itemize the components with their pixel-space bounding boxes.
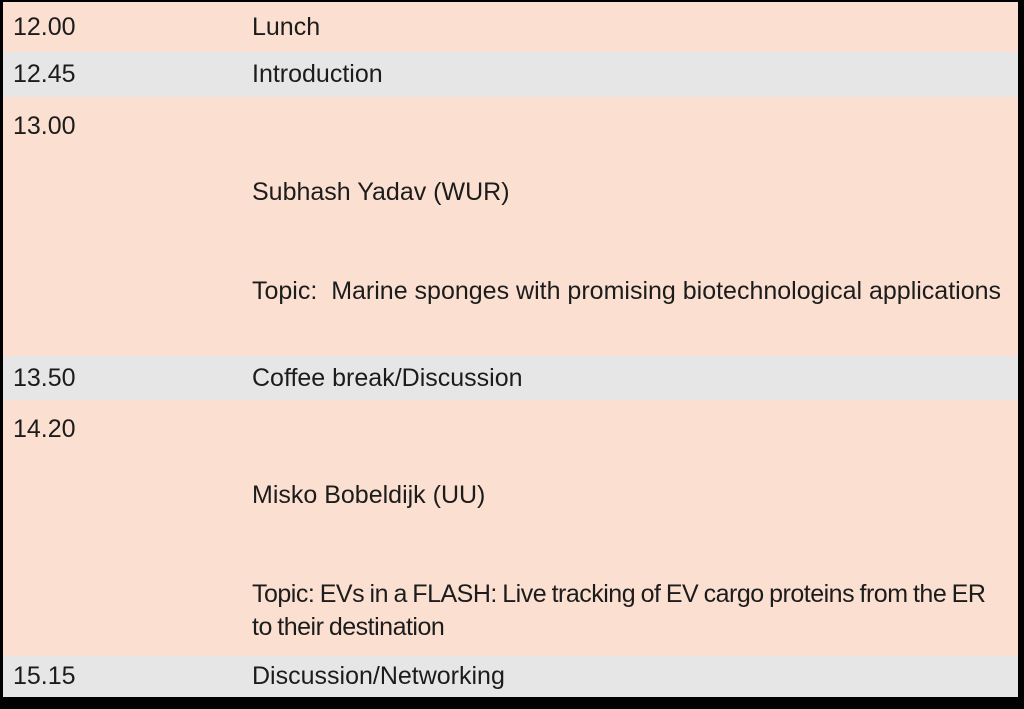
time-cell: 12.45: [13, 60, 76, 88]
topic-line: Topic: EVs in a FLASH: Live tracking of …: [252, 580, 991, 641]
schedule-row-lunch: 12.00 Lunch: [3, 2, 1018, 52]
schedule-row-talks-1300: 13.00 Subhash Yadav (WUR) Topic: Marine …: [3, 97, 1018, 635]
speaker-line: Subhash Yadav (WUR): [252, 178, 510, 206]
time-cell: 13.00: [13, 112, 76, 140]
schedule-row-coffee-break: 13.50 Coffee break/Discussion: [3, 356, 1018, 400]
speaker-line: Misko Bobeldijk (UU): [252, 481, 486, 509]
schedule-row-introduction: 12.45 Introduction: [3, 52, 1018, 97]
schedule-row-talks-1420: 14.20 Misko Bobeldijk (UU) Topic: EVs in…: [3, 400, 1018, 656]
time-cell: 15.15: [13, 662, 76, 690]
event-cell: Discussion/Networking: [252, 662, 505, 690]
event-cell: Lunch: [252, 12, 321, 41]
time-cell: 13.50: [13, 363, 76, 392]
time-cell: 14.20: [13, 415, 76, 443]
schedule-table: 12.00 Lunch 12.45 Introduction 13.00 Sub…: [3, 2, 1018, 697]
time-cell: 12.00: [13, 12, 76, 41]
schedule-row-networking: 15.15 Discussion/Networking: [3, 656, 1018, 697]
topic-line: Topic: Marine sponges with promising bio…: [252, 277, 1002, 305]
event-cell: Coffee break/Discussion: [252, 363, 523, 392]
event-cell: Introduction: [252, 60, 383, 88]
sessions-cell: Misko Bobeldijk (UU) Topic: EVs in a FLA…: [252, 413, 1018, 709]
